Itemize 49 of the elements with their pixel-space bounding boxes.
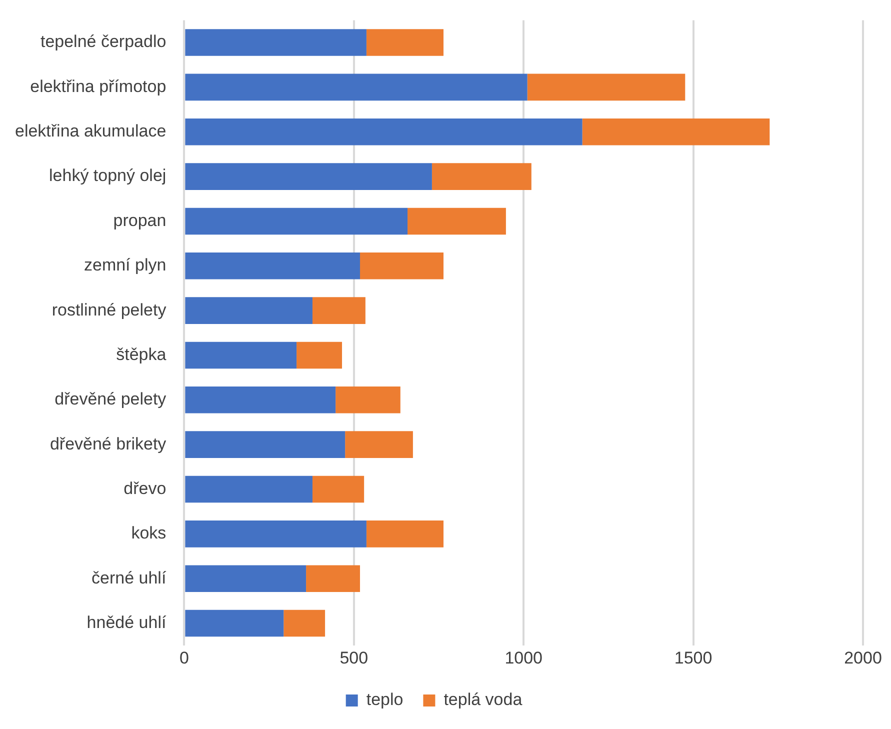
y-tick-label: lehký topný olej — [49, 166, 166, 186]
bar — [296, 342, 342, 369]
y-tick-label: tepelné čerpadlo — [40, 32, 166, 52]
y-tick-label: propan — [113, 210, 166, 230]
bar — [185, 342, 297, 369]
bar — [582, 118, 770, 146]
bar — [185, 476, 312, 503]
bar — [306, 565, 360, 592]
bar — [360, 252, 444, 280]
y-tick-label: rostlinné pelety — [52, 300, 167, 320]
bar — [408, 208, 506, 235]
bar — [366, 29, 444, 56]
y-tick-label: koks — [131, 524, 166, 543]
x-tick-label: 500 — [340, 648, 368, 668]
x-tick-label: 2000 — [844, 648, 882, 668]
y-tick-label: černé uhlí — [92, 568, 166, 588]
bar — [185, 431, 346, 458]
x-tick-label: 1000 — [504, 648, 543, 668]
bar — [185, 252, 360, 280]
bar — [185, 208, 408, 235]
y-tick-label: elektřina akumulace — [14, 122, 166, 141]
x-tick-label: 1500 — [674, 648, 712, 668]
y-tick-label: dřevo — [124, 478, 166, 498]
bar — [312, 476, 364, 503]
bar — [312, 297, 366, 324]
bar — [345, 431, 413, 458]
bar — [366, 520, 444, 548]
bar — [527, 74, 686, 101]
y-tick-label: dřevěné brikety — [50, 434, 167, 454]
bar — [432, 163, 532, 190]
legend-label: teplo — [366, 690, 404, 710]
bar — [185, 610, 284, 637]
bar — [284, 610, 326, 637]
y-tick-label: dřevěné pelety — [54, 390, 167, 409]
legend-label: teplá voda — [444, 690, 523, 710]
bar — [185, 386, 336, 414]
y-tick-label: hnědé uhlí — [86, 612, 166, 632]
bar — [185, 297, 312, 324]
bar — [185, 74, 528, 101]
bar — [336, 386, 400, 414]
y-tick-label: štěpka — [116, 344, 167, 364]
bar — [185, 29, 366, 56]
y-tick-label: elektřina přímotop — [30, 76, 166, 96]
bar — [185, 118, 582, 146]
bar — [185, 565, 306, 592]
x-tick-label: 0 — [179, 648, 189, 668]
bar — [185, 520, 366, 548]
y-tick-label: zemní plyn — [84, 256, 166, 275]
bar — [185, 163, 432, 190]
